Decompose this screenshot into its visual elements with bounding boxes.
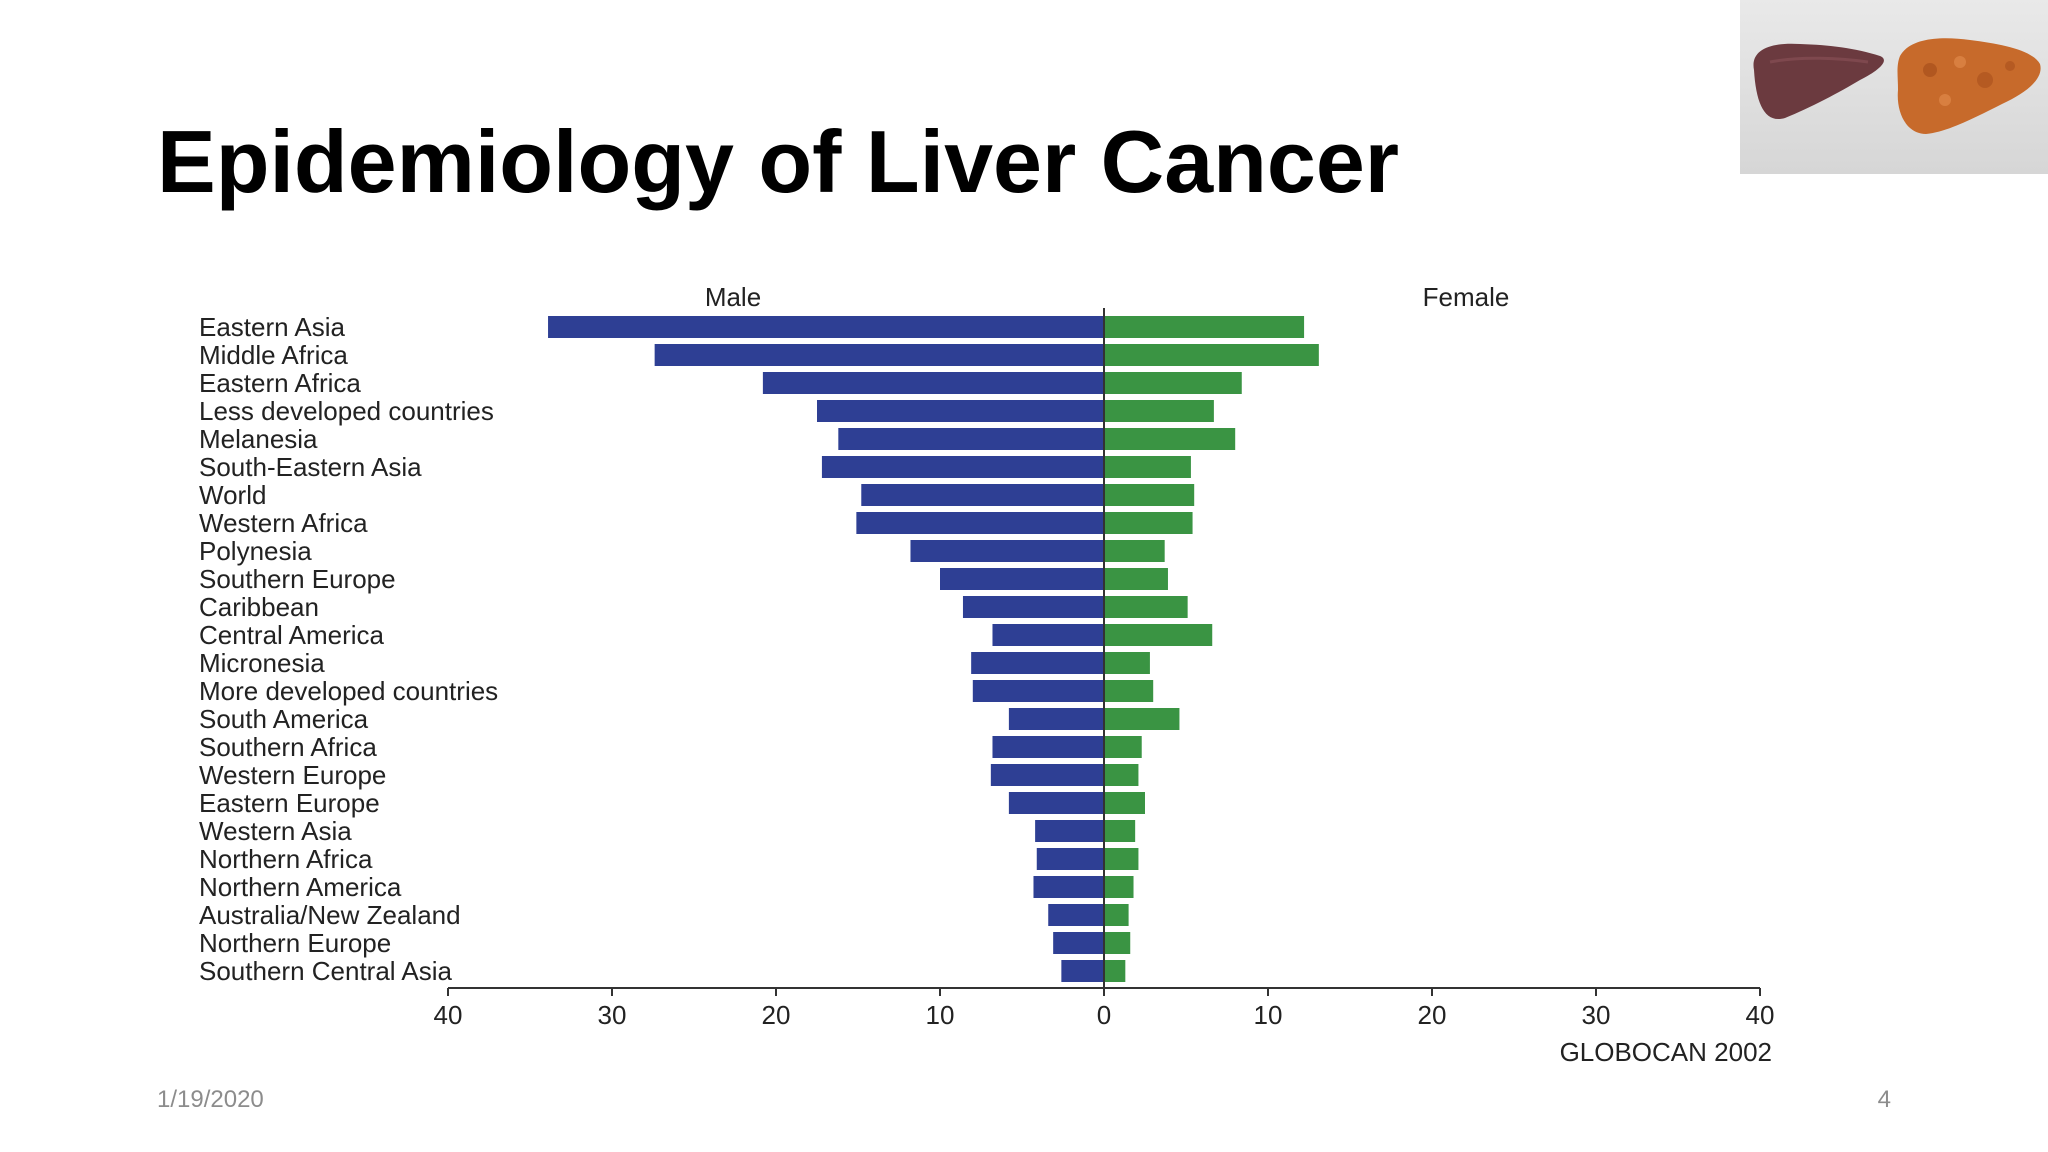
female-bar — [1104, 428, 1236, 450]
x-tick-label: 0 — [1097, 1000, 1111, 1030]
male-bar — [1035, 820, 1104, 842]
female-bar — [1104, 344, 1319, 366]
category-label: More developed countries — [199, 676, 498, 706]
category-label: South-Eastern Asia — [199, 452, 422, 482]
x-tick-label: 10 — [926, 1000, 955, 1030]
male-bar — [861, 484, 1104, 506]
female-bar — [1104, 456, 1191, 478]
category-label: World — [199, 480, 266, 510]
x-tick-label: 30 — [598, 1000, 627, 1030]
female-bar — [1104, 736, 1142, 758]
footer-date: 1/19/2020 — [157, 1086, 264, 1113]
category-label: Western Asia — [199, 816, 352, 846]
male-bar — [856, 512, 1104, 534]
male-bar — [1053, 932, 1104, 954]
category-label: Western Europe — [199, 760, 386, 790]
category-label: Polynesia — [199, 536, 312, 566]
category-label: Melanesia — [199, 424, 318, 454]
female-bar — [1104, 792, 1145, 814]
female-bar — [1104, 372, 1242, 394]
category-label: Australia/New Zealand — [199, 900, 461, 930]
male-bar — [990, 764, 1104, 786]
female-bar — [1104, 512, 1193, 534]
category-label: Southern Europe — [199, 564, 396, 594]
male-bar — [971, 652, 1104, 674]
male-bar — [1008, 792, 1104, 814]
category-label: Southern Central Asia — [199, 956, 452, 986]
female-bar — [1104, 680, 1154, 702]
category-label: Eastern Africa — [199, 368, 361, 398]
female-bar — [1104, 596, 1188, 618]
x-tick-label: 40 — [1746, 1000, 1775, 1030]
female-bar — [1104, 932, 1131, 954]
female-bar — [1104, 652, 1150, 674]
female-bar — [1104, 568, 1168, 590]
x-tick-label: 20 — [762, 1000, 791, 1030]
male-bar — [1033, 876, 1104, 898]
page-title: Epidemiology of Liver Cancer — [157, 112, 1400, 211]
female-bar — [1104, 708, 1180, 730]
male-bar — [992, 736, 1104, 758]
healthy-liver-icon — [1753, 43, 1884, 120]
category-label: Central America — [199, 620, 384, 650]
category-label: Northern Europe — [199, 928, 391, 958]
female-bar — [1104, 904, 1129, 926]
female-bar — [1104, 484, 1195, 506]
male-bar — [762, 372, 1104, 394]
female-bar — [1104, 540, 1165, 562]
category-label: Micronesia — [199, 648, 325, 678]
category-label: Northern America — [199, 872, 402, 902]
female-bar — [1104, 876, 1134, 898]
category-label: South America — [199, 704, 369, 734]
category-label: Northern Africa — [199, 844, 373, 874]
x-tick-label: 10 — [1254, 1000, 1283, 1030]
female-bar — [1104, 848, 1139, 870]
x-tick-label: 30 — [1582, 1000, 1611, 1030]
source-label: GLOBOCAN 2002 — [1560, 1037, 1772, 1067]
female-bar — [1104, 400, 1214, 422]
male-bar — [821, 456, 1104, 478]
female-bar — [1104, 960, 1126, 982]
male-series-label: Male — [705, 282, 761, 312]
male-bar — [838, 428, 1104, 450]
category-label: Less developed countries — [199, 396, 494, 426]
page-number: 4 — [1877, 1086, 1891, 1113]
female-bar — [1104, 764, 1139, 786]
male-bar — [940, 568, 1104, 590]
liver-comparison-image — [1740, 0, 2048, 174]
male-bar — [1036, 848, 1104, 870]
category-label: Southern Africa — [199, 732, 377, 762]
female-series-label: Female — [1423, 282, 1510, 312]
category-label: Eastern Europe — [199, 788, 380, 818]
male-bar — [992, 624, 1104, 646]
category-label: Western Africa — [199, 508, 368, 538]
male-bar — [972, 680, 1104, 702]
female-bar — [1104, 820, 1136, 842]
x-tick-label: 40 — [434, 1000, 463, 1030]
category-label: Eastern Asia — [199, 312, 346, 342]
male-bar — [910, 540, 1104, 562]
category-label: Caribbean — [199, 592, 319, 622]
male-bar — [1008, 708, 1104, 730]
category-label: Middle Africa — [199, 340, 348, 370]
male-bar — [817, 400, 1104, 422]
female-bar — [1104, 316, 1305, 338]
male-bar — [962, 596, 1104, 618]
female-bar — [1104, 624, 1213, 646]
diseased-liver-icon — [1897, 38, 2041, 134]
male-bar — [548, 316, 1104, 338]
male-bar — [1048, 904, 1104, 926]
male-bar — [1061, 960, 1104, 982]
x-tick-label: 20 — [1418, 1000, 1447, 1030]
male-bar — [654, 344, 1104, 366]
